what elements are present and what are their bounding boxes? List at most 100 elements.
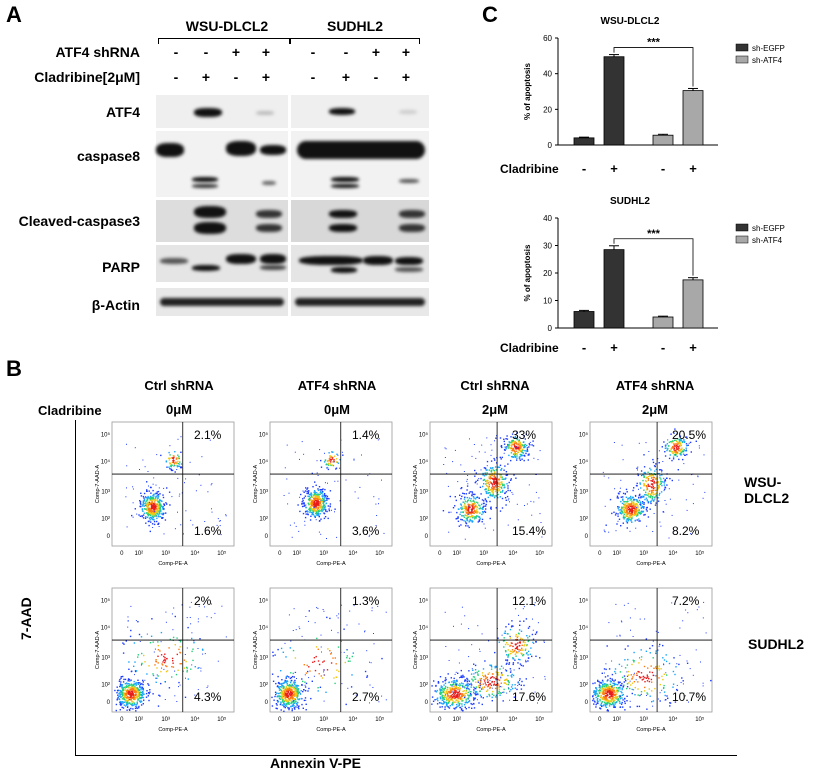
wb-row-cladribine: Cladribine[2μM]: [34, 69, 140, 85]
chart2-bar-1: [573, 311, 595, 329]
chart2-legend-label-1: sh-EGFP: [752, 224, 785, 233]
chart1-sig-label: ***: [647, 37, 661, 49]
chart1-xsign-4: +: [689, 161, 697, 176]
flow-plot-r2-c2: 0 10² 10³ 10⁴ 10⁵ 0 10² 10³ 10⁴ 10⁵ Comp-PE-A Comp-…: [250, 584, 395, 734]
flow-plot-r1-c1: 0 10² 10³ 10⁴ 10⁵ 0 10² 10³ 10⁴ 10⁵ Comp-PE-A Comp-…: [92, 418, 237, 568]
chart2-sig-label: ***: [647, 228, 661, 240]
flow-upper-right-percent: 2%: [194, 594, 212, 608]
flow-xtick-label: 0: [598, 717, 602, 723]
flow-lower-right-percent: 2.7%: [352, 690, 380, 704]
flow-xtick-label: 10⁴: [508, 716, 518, 723]
flow-events: [602, 428, 706, 539]
flow-events: [125, 436, 227, 536]
flow-dose-label: Cladribine: [38, 403, 102, 418]
flow-lower-right-percent: 8.2%: [672, 524, 700, 538]
flow-ytick-label: 10⁴: [579, 459, 589, 466]
wb-cladribine-sign-3: -: [233, 69, 239, 85]
flow-xtick-label: 10⁵: [375, 716, 385, 723]
chart1-legend-label-2: sh-ATF4: [752, 56, 783, 65]
flow-col1-dose: 0μM: [165, 402, 192, 417]
flow-ytick-label: 10⁵: [419, 431, 429, 438]
chart2-bar-3: [652, 316, 674, 329]
chart2-xsign-4: +: [689, 340, 697, 355]
flow-ytick-label: 10³: [259, 489, 268, 495]
wb-atf4-sign-2: -: [203, 44, 209, 60]
flow-xtick-label: 0: [438, 551, 442, 557]
flow-xtick-label: 10⁴: [190, 716, 200, 723]
flow-plot-ylabel: Comp-7-AAD-A: [95, 631, 101, 670]
flow-plot-r1-c3: 0 10² 10³ 10⁴ 10⁵ 0 10² 10³ 10⁴ 10⁵ Comp-PE-A Comp-…: [410, 418, 555, 568]
flow-cellline-2: SUDHL2: [748, 636, 805, 652]
flow-ytick-label: 0: [425, 534, 429, 540]
flow-xtick-label: 10²: [293, 551, 302, 557]
chart2-bar-4: [682, 279, 704, 329]
flow-xtick-label: 10²: [135, 717, 144, 723]
flow-ytick-label: 10⁵: [579, 597, 589, 604]
flow-ytick-label: 10³: [579, 489, 588, 495]
flow-xtick-label: 10²: [453, 717, 462, 723]
flow-plot-svg: 0 10² 10³ 10⁴ 10⁵ 0 10² 10³ 10⁴ 10⁵ Comp-PE-A Comp-…: [253, 587, 393, 733]
flow-xtick-label: 10⁴: [348, 716, 358, 723]
flow-ytick-label: 10⁴: [259, 459, 269, 466]
flow-plot-ylabel: Comp-7-AAD-A: [573, 465, 579, 504]
flow-plot-svg: 0 10² 10³ 10⁴ 10⁵ 0 10² 10³ 10⁴ 10⁵ Comp-PE-A Comp-…: [413, 587, 553, 733]
chart2-legend-swatch-1: [735, 223, 749, 232]
flow-ytick-label: 10³: [419, 655, 428, 661]
chart1-legend-swatch-2: [735, 55, 749, 64]
flow-plot-svg: 0 10² 10³ 10⁴ 10⁵ 0 10² 10³ 10⁴ 10⁵ Comp-PE-A Comp-…: [413, 421, 553, 567]
wb-atf4-sign-8: +: [401, 44, 411, 60]
chart2-xsign-2: +: [610, 340, 618, 355]
chart1-bar-1: [573, 137, 595, 146]
flow-xtick-label: 10²: [293, 717, 302, 723]
flow-ytick-label: 10³: [259, 655, 268, 661]
flow-xtick-label: 10²: [135, 551, 144, 557]
chart1-ylabel: % of apoptosis: [523, 63, 532, 120]
flow-plot-svg: 0 10² 10³ 10⁴ 10⁵ 0 10² 10³ 10⁴ 10⁵ Comp-PE-A Comp-…: [95, 421, 235, 567]
flow-plot-ylabel: Comp-7-AAD-A: [253, 631, 259, 670]
flow-xtick-label: 10⁴: [190, 550, 200, 557]
panel-a-letter: A: [6, 2, 22, 27]
flow-ytick-label: 10⁵: [101, 431, 111, 438]
chart2-legend-swatch-2: [735, 235, 749, 244]
flow-ytick-label: 10⁴: [579, 625, 589, 632]
panel-b-letter: B: [6, 356, 22, 381]
flow-y-axis-line: [75, 420, 76, 756]
flow-lower-right-percent: 3.6%: [352, 524, 380, 538]
flow-xtick-label: 10⁴: [668, 716, 678, 723]
flow-plot-svg: 0 10² 10³ 10⁴ 10⁵ 0 10² 10³ 10⁴ 10⁵ Comp-PE-A Comp-…: [95, 587, 235, 733]
flow-upper-right-percent: 1.3%: [352, 594, 380, 608]
flow-plot-frame: [111, 421, 235, 547]
flow-ytick-label: 10⁵: [579, 431, 589, 438]
blot-label-beta-actin: β-Actin: [91, 297, 140, 313]
flow-xtick-label: 10³: [319, 717, 328, 723]
flow-plot-xlabel: Comp-PE-A: [636, 561, 666, 567]
chart2-ytick-label: 20: [543, 269, 552, 278]
flow-ytick-label: 0: [107, 534, 111, 540]
flow-plot-xlabel: Comp-PE-A: [316, 727, 346, 733]
flow-col4-shrna: ATF4 shRNA: [615, 378, 695, 393]
flow-xtick-label: 10⁵: [217, 716, 227, 723]
flow-x-axis-line: [75, 755, 737, 756]
flow-xtick-label: 10³: [319, 551, 328, 557]
flow-xtick-label: 10²: [613, 551, 622, 557]
chart1-bar-4: [682, 90, 704, 146]
chart2-ytick-label: 10: [543, 297, 552, 306]
flow-xtick-label: 0: [598, 551, 602, 557]
flow-xtick-label: 10⁵: [375, 550, 385, 557]
flow-ytick-label: 10²: [259, 517, 268, 523]
flow-ytick-label: 0: [585, 534, 589, 540]
flow-upper-right-percent: 2.1%: [194, 428, 222, 442]
chart1-ytick-label: 60: [543, 34, 552, 43]
flow-plot-xlabel: Comp-PE-A: [476, 561, 506, 567]
flow-plot-svg: 0 10² 10³ 10⁴ 10⁵ 0 10² 10³ 10⁴ 10⁵ Comp-PE-A Comp-…: [253, 421, 393, 567]
flow-ytick-label: 0: [585, 700, 589, 706]
chart1-legend-swatch-1: [735, 43, 749, 52]
chart1-ytick-label: 40: [543, 70, 552, 79]
blot-label-cleaved-caspase3: Cleaved-caspase3: [18, 213, 140, 229]
flow-ytick-label: 10⁵: [259, 597, 269, 604]
chart1-title: WSU-DLCL2: [601, 16, 660, 27]
flow-plot-ylabel: Comp-7-AAD-A: [95, 465, 101, 504]
flow-ytick-label: 10²: [259, 683, 268, 689]
flow-xtick-label: 0: [278, 717, 282, 723]
flow-xtick-label: 10⁵: [695, 550, 705, 557]
